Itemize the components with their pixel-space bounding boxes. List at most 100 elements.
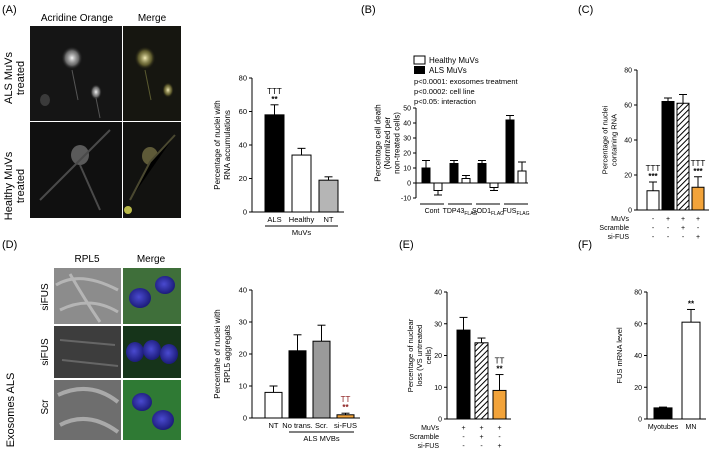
panel-c-significance: *** (648, 172, 658, 181)
panel-a-y-tick-label: 20 (239, 174, 247, 183)
chart-panel-a: 0 20 40 60 80 Percentage of nuclei withRNA ac… (213, 74, 344, 237)
panel-a-significance: TTT (267, 87, 282, 96)
panel-d-header-merge: Merge (137, 254, 166, 265)
panel-d-y-tick-label: 30 (239, 318, 247, 327)
panel-f-bar (681, 321, 701, 420)
panel-b-y-tick-label: 30 (403, 136, 411, 143)
panel-d-significance: ** (342, 403, 349, 412)
panel-a-bar (264, 114, 285, 213)
panel-c-significance: TTT (691, 159, 706, 168)
panel-d-y-label: Percentahe of nuclei withRPL5 aggregats (213, 309, 232, 398)
chart-panel-e: 0 10 20 30 40 Percentage of nuclearloss (VS u… (406, 290, 511, 450)
panel-e-condition-sign: - (498, 434, 501, 441)
panel-c-y-tick-label: 80 (624, 68, 632, 75)
panel-e-condition-label: si-FUS (418, 443, 440, 450)
panel-b-bar (505, 119, 515, 184)
panel-d-row3-label: Scr (40, 399, 51, 415)
panel-e-condition-sign: + (497, 443, 501, 450)
panel-f-bar (653, 407, 673, 420)
panel-b-stat-1: p<0.0001: exosomes treatment (414, 77, 519, 86)
panel-b-y-tick-label: 10 (403, 166, 411, 173)
panel-c-condition-sign: - (652, 216, 655, 223)
chart-panel-f: 0 20 40 60 80 FUS mRNA level Myotubes MN ** (615, 290, 706, 431)
panel-c-condition-label: si-FUS (608, 234, 630, 241)
panel-a-image-merge-als (123, 26, 181, 121)
panel-f-significance: ** (688, 299, 695, 308)
panel-e-y-tick-label: 20 (434, 353, 442, 360)
panel-a-row1-label-line1: ALS MuVs (3, 52, 15, 104)
panel-d-x-tick-label: si-FUS (334, 421, 357, 430)
panel-e-bar (492, 389, 507, 420)
panel-d-header-rpl5: RPL5 (74, 254, 99, 265)
panel-c-condition-sign: + (696, 234, 700, 241)
panel-e-letter: (E) (399, 239, 414, 251)
panel-e-y-tick-label: 10 (434, 385, 442, 392)
panel-d-x-tick-label: Scr. (315, 421, 328, 430)
panel-e-condition-sign: + (479, 425, 483, 432)
panel-d-bar (288, 350, 307, 419)
panel-c-condition-sign: - (667, 225, 670, 232)
panel-c-condition-sign: - (667, 234, 670, 241)
panel-e-condition-sign: + (461, 425, 465, 432)
panel-d-y-tick-label: 10 (239, 382, 247, 391)
panel-b-bar (517, 170, 527, 184)
panel-b-stat-3: p<0.05: interaction (414, 97, 476, 106)
panel-a-y-tick-label: 0 (243, 208, 247, 217)
panel-e-condition-sign: - (480, 443, 483, 450)
panel-c-significance: TTT (646, 164, 661, 173)
panel-b-y-tick-label: 20 (403, 151, 411, 158)
panel-d-image-merge-row3 (123, 380, 181, 440)
panel-d-image-rpl5-row2 (54, 326, 121, 378)
panel-c-significance: *** (693, 167, 703, 176)
panel-b-legend-swatch-als (414, 66, 425, 74)
panel-d-row1-label: siFUS (40, 283, 51, 311)
panel-b-stat-2: p<0.0002: cell line (414, 87, 475, 96)
panel-e-condition-sign: - (462, 443, 465, 450)
panel-c-bar (661, 101, 675, 211)
panel-e-condition-sign: + (479, 434, 483, 441)
panel-e-condition-label: MuVs (421, 425, 439, 432)
panel-b-y-tick-label: 40 (403, 121, 411, 128)
panel-b-bar (489, 182, 499, 188)
panel-a-header-acridine: Acridine Orange (41, 13, 114, 24)
panel-c-condition-sign: + (681, 225, 685, 232)
panel-c-bar (676, 102, 690, 211)
panel-b-legend-swatch-healthy (413, 55, 426, 65)
panel-e-bar (456, 329, 471, 420)
panel-c-condition-sign: - (652, 225, 655, 232)
panel-d-x-tick-label: NT (269, 421, 279, 430)
panel-c-condition-label: MuVs (611, 216, 629, 223)
panel-b-bar (421, 167, 431, 184)
panel-d-y-tick-label: 0 (243, 414, 247, 423)
panel-b-letter: (B) (361, 4, 376, 16)
panel-c-condition-sign: + (681, 216, 685, 223)
panel-a-y-tick-label: 40 (239, 141, 247, 150)
panel-b-bar (461, 178, 471, 184)
panel-e-y-tick-label: 30 (434, 321, 442, 328)
panel-e-bar (474, 342, 489, 420)
panel-a-image-ao-healthy (30, 122, 122, 218)
panel-f-letter: (F) (578, 239, 592, 251)
panel-f-x-tick-label: Myotubes (648, 424, 679, 431)
panel-c-condition-sign: + (666, 216, 670, 223)
panel-b-legend-als: ALS MuVs (429, 66, 467, 75)
panel-d-y-tick-label: 40 (239, 286, 247, 295)
panel-c-y-label: Percentage of nucleicontaining RNA (601, 105, 619, 174)
panel-d-side-label: Exosomes ALS (5, 373, 17, 448)
panel-d-x-tick-label: No trans. (282, 421, 312, 430)
panel-d-image-rpl5-row1 (54, 268, 121, 324)
panel-a-bar (318, 179, 339, 213)
panel-b-x-tick-label: FUSFLAG (502, 208, 529, 217)
chart-panel-c: 0 20 40 60 80 Percentage of nucleicontaining … (599, 68, 709, 241)
panel-d-bar (312, 340, 331, 419)
panel-d-bar (264, 391, 283, 419)
panel-c-y-tick-label: 20 (624, 173, 632, 180)
panel-d-image-rpl5-row3 (54, 380, 121, 440)
panel-a-row2-label-line2: treated (15, 169, 27, 203)
panel-a-significance: ** (271, 95, 278, 104)
panel-d-significance: TT (341, 395, 351, 404)
panel-e-condition-label: Scramble (409, 434, 439, 441)
panel-a-row1-label-line2: treated (15, 61, 27, 95)
panel-b-y-label: Percentage cell death(Normlized pernon-t… (373, 104, 401, 181)
panel-b-y-tick-label: -10 (401, 196, 411, 203)
